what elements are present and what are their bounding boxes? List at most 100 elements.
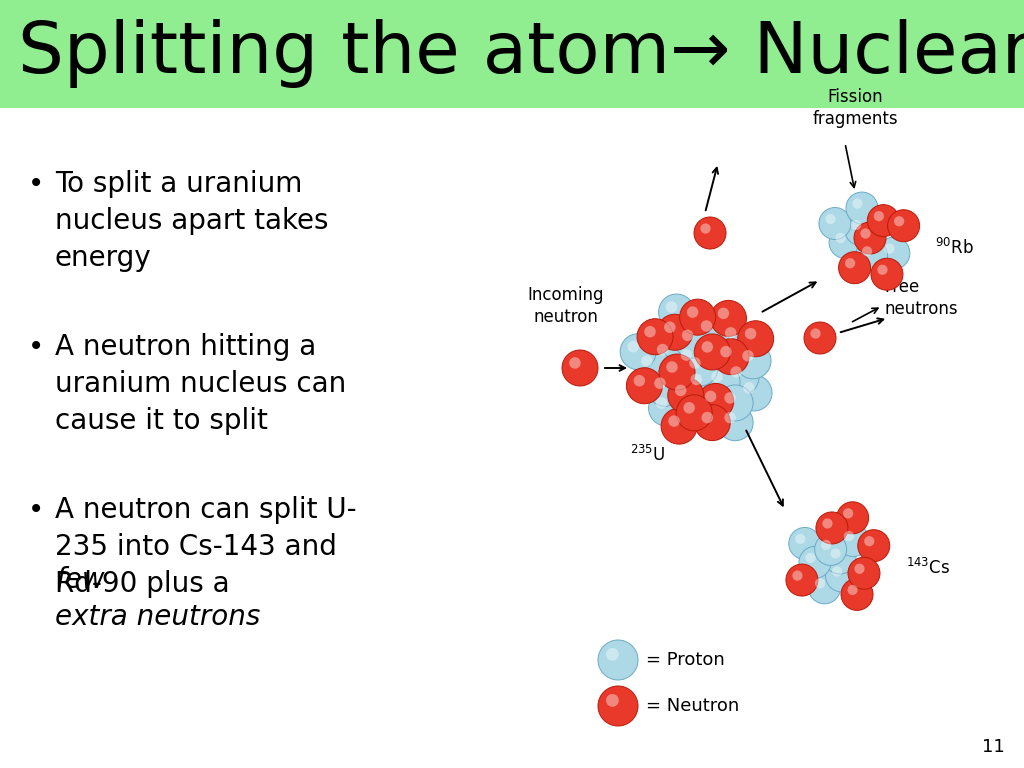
Text: •: • bbox=[28, 333, 44, 361]
Circle shape bbox=[718, 320, 754, 356]
Circle shape bbox=[843, 508, 853, 518]
Circle shape bbox=[799, 546, 831, 578]
Circle shape bbox=[888, 210, 920, 242]
Circle shape bbox=[656, 314, 693, 350]
Text: 11: 11 bbox=[982, 738, 1005, 756]
Circle shape bbox=[701, 341, 713, 353]
Circle shape bbox=[854, 222, 886, 254]
Circle shape bbox=[644, 326, 655, 337]
Circle shape bbox=[822, 518, 833, 528]
Circle shape bbox=[717, 405, 754, 441]
Circle shape bbox=[810, 329, 820, 339]
Circle shape bbox=[724, 412, 736, 423]
Text: A neutron can split U-
235 into Cs-143 and
Rd-90 plus a: A neutron can split U- 235 into Cs-143 a… bbox=[55, 496, 356, 598]
Circle shape bbox=[867, 204, 899, 237]
Circle shape bbox=[851, 220, 861, 230]
Circle shape bbox=[694, 405, 730, 441]
Circle shape bbox=[856, 240, 888, 272]
Text: = Neutron: = Neutron bbox=[646, 697, 739, 715]
Circle shape bbox=[676, 395, 712, 431]
Circle shape bbox=[713, 339, 749, 375]
Circle shape bbox=[786, 564, 818, 596]
Circle shape bbox=[700, 320, 713, 332]
Circle shape bbox=[830, 548, 841, 558]
Circle shape bbox=[744, 328, 757, 339]
Circle shape bbox=[665, 322, 676, 333]
Circle shape bbox=[864, 536, 874, 546]
Circle shape bbox=[711, 300, 746, 336]
Circle shape bbox=[845, 214, 877, 246]
Circle shape bbox=[871, 258, 903, 290]
Circle shape bbox=[666, 301, 677, 313]
Circle shape bbox=[743, 382, 755, 394]
Circle shape bbox=[693, 313, 729, 349]
Text: •: • bbox=[28, 496, 44, 524]
Circle shape bbox=[683, 366, 720, 402]
Circle shape bbox=[718, 307, 729, 319]
Circle shape bbox=[854, 564, 864, 574]
Circle shape bbox=[712, 371, 723, 382]
Circle shape bbox=[659, 354, 695, 390]
Circle shape bbox=[674, 342, 710, 378]
Circle shape bbox=[824, 542, 856, 574]
Text: Splitting the atom→ Nuclear Fission: Splitting the atom→ Nuclear Fission bbox=[18, 19, 1024, 88]
Circle shape bbox=[736, 375, 772, 411]
Circle shape bbox=[658, 294, 694, 330]
Circle shape bbox=[675, 323, 711, 359]
Circle shape bbox=[669, 415, 680, 427]
Circle shape bbox=[681, 349, 692, 361]
Circle shape bbox=[845, 258, 855, 268]
Circle shape bbox=[641, 356, 652, 367]
Text: few
extra neutrons: few extra neutrons bbox=[55, 566, 260, 631]
Circle shape bbox=[647, 370, 683, 406]
Circle shape bbox=[694, 334, 730, 370]
Text: To split a uranium
nucleus apart takes
energy: To split a uranium nucleus apart takes e… bbox=[55, 170, 329, 272]
Circle shape bbox=[804, 322, 836, 354]
Circle shape bbox=[689, 357, 700, 369]
Circle shape bbox=[634, 375, 645, 386]
Circle shape bbox=[885, 243, 895, 253]
Circle shape bbox=[878, 265, 888, 275]
Circle shape bbox=[844, 531, 854, 541]
Circle shape bbox=[860, 228, 870, 239]
Circle shape bbox=[829, 227, 861, 258]
Circle shape bbox=[705, 391, 717, 402]
Circle shape bbox=[662, 408, 697, 444]
Circle shape bbox=[837, 502, 868, 534]
Circle shape bbox=[628, 341, 639, 353]
Circle shape bbox=[606, 648, 618, 660]
Circle shape bbox=[701, 412, 713, 423]
Circle shape bbox=[627, 368, 663, 404]
Circle shape bbox=[654, 378, 666, 389]
Circle shape bbox=[806, 553, 816, 563]
Circle shape bbox=[894, 216, 904, 227]
Circle shape bbox=[705, 364, 740, 400]
Circle shape bbox=[815, 534, 847, 565]
Circle shape bbox=[852, 198, 862, 209]
Text: Incoming
neutron: Incoming neutron bbox=[527, 286, 604, 326]
Circle shape bbox=[788, 528, 821, 559]
Circle shape bbox=[694, 217, 726, 249]
Circle shape bbox=[815, 578, 825, 588]
Circle shape bbox=[682, 329, 693, 341]
Circle shape bbox=[606, 694, 618, 707]
Circle shape bbox=[649, 336, 686, 372]
Circle shape bbox=[735, 343, 771, 379]
Circle shape bbox=[683, 402, 695, 413]
Circle shape bbox=[598, 686, 638, 726]
Circle shape bbox=[598, 640, 638, 680]
Circle shape bbox=[656, 344, 669, 356]
Circle shape bbox=[730, 366, 741, 378]
Circle shape bbox=[809, 572, 841, 604]
Circle shape bbox=[873, 211, 884, 221]
Circle shape bbox=[825, 214, 836, 224]
Circle shape bbox=[621, 334, 656, 369]
Circle shape bbox=[687, 306, 698, 318]
Circle shape bbox=[723, 359, 759, 395]
Text: $^{143}$Cs: $^{143}$Cs bbox=[906, 558, 950, 578]
Text: $^{235}$U: $^{235}$U bbox=[630, 445, 666, 465]
Circle shape bbox=[821, 540, 831, 550]
Text: A neutron hitting a
uranium nucleus can
cause it to split: A neutron hitting a uranium nucleus can … bbox=[55, 333, 346, 435]
Circle shape bbox=[682, 350, 718, 386]
Text: = Proton: = Proton bbox=[646, 651, 725, 669]
